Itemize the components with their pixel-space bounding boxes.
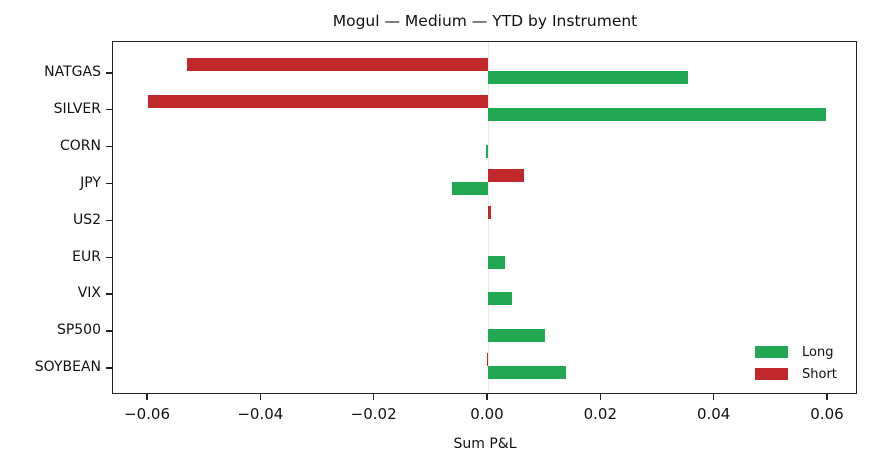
bar-long-vix [488,292,512,306]
x-tick-label: −0.06 [124,405,170,423]
y-tick [106,219,112,222]
bar-short-jpy [488,168,525,182]
bar-long-sp500 [488,329,546,343]
x-tick-label: 0.00 [470,405,504,423]
y-tick [106,367,112,369]
y-tick [106,145,112,148]
bar-long-silver [488,107,826,121]
legend-swatch [755,368,788,380]
bar-long-jpy [451,181,488,195]
x-tick [259,394,262,400]
y-tick-label: CORN [60,137,101,154]
legend-label: Long [802,344,834,360]
bar-short-silver [148,94,488,108]
bar-short-soybean [486,353,488,367]
legend-item-long: Long [755,341,837,363]
bar-short-us2 [488,205,492,219]
y-tick-label: SOYBEAN [34,359,101,376]
plot-area [112,41,857,394]
y-tick [106,108,112,111]
y-tick [106,182,112,185]
bar-long-corn [486,144,488,158]
x-tick [826,394,828,400]
y-tick [106,330,112,332]
legend-label: Short [802,366,837,382]
legend: Long Short [755,341,837,385]
y-tick-label: EUR [72,248,101,265]
x-tick-label: 0.02 [583,405,618,423]
x-tick-label: −0.04 [237,405,284,423]
x-tick-label: −0.02 [350,405,397,423]
bar-long-soybean [488,366,567,380]
y-tick [106,256,112,258]
y-tick-label: VIX [77,285,101,302]
chart-title: Mogul — Medium — YTD by Instrument [332,12,638,30]
x-tick [712,394,715,400]
bar-long-natgas [488,71,689,84]
y-tick-label: NATGAS [44,64,101,80]
x-tick-label: 0.06 [810,405,844,423]
y-tick-label: US2 [72,211,101,228]
x-tick-label: 0.04 [696,405,731,423]
x-tick [372,394,375,400]
legend-item-short: Short [755,363,837,385]
bar-long-eur [488,255,505,269]
x-tick [486,394,488,400]
x-tick [599,394,602,400]
y-tick-label: JPY [80,174,101,191]
y-tick-label: SILVER [53,100,101,117]
bar-short-natgas [187,58,488,71]
legend-swatch [755,346,788,358]
y-tick [106,293,112,295]
y-tick-label: SP500 [56,322,101,339]
y-tick [106,72,112,74]
x-tick [146,394,148,400]
x-axis-title: Sum P&L [453,436,517,452]
